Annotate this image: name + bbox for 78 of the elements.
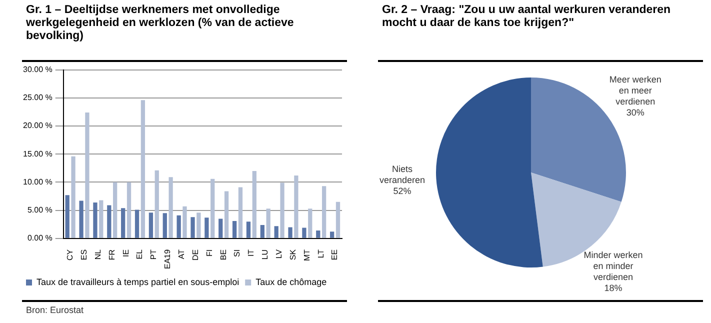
y-tick-label: 25.00 % bbox=[22, 93, 52, 102]
bar bbox=[154, 170, 159, 238]
bar bbox=[85, 112, 90, 238]
bar bbox=[252, 170, 256, 238]
bar bbox=[140, 100, 146, 238]
x-tick-label: EA19 bbox=[163, 248, 172, 270]
bar bbox=[280, 182, 284, 238]
x-tick-label: NL bbox=[93, 248, 102, 260]
bar bbox=[246, 222, 251, 238]
text: Bron: Eurostat bbox=[26, 305, 84, 315]
data-label: 18% bbox=[604, 282, 622, 293]
bar bbox=[238, 187, 243, 238]
x-tick-label: ES bbox=[79, 249, 88, 260]
bar bbox=[266, 208, 270, 238]
bar bbox=[162, 213, 167, 238]
y-tick-label: 15.00 % bbox=[22, 149, 52, 158]
bar bbox=[308, 208, 312, 238]
x-tick-label: EL bbox=[135, 248, 144, 260]
x-tick-label: SI bbox=[232, 249, 242, 257]
bar bbox=[224, 191, 229, 238]
bar bbox=[176, 215, 181, 238]
x-tick-label: IT bbox=[246, 249, 256, 257]
bar bbox=[274, 226, 278, 238]
bar bbox=[232, 221, 237, 238]
bar bbox=[218, 218, 223, 238]
bar bbox=[126, 182, 132, 238]
slice-label: Meer werken en meer verdienen bbox=[609, 74, 662, 107]
bar bbox=[107, 205, 112, 238]
bar bbox=[196, 212, 201, 238]
y-tick-label: 10.00 % bbox=[22, 177, 52, 186]
bar bbox=[113, 182, 118, 238]
bar bbox=[168, 177, 173, 238]
y-tick-label: 20.00 % bbox=[22, 121, 52, 130]
x-tick-label: SK bbox=[288, 248, 298, 260]
x-tick-label: AT bbox=[176, 249, 186, 260]
chart-title: Gr. 2 – Vraag: "Zou u uw aantal werkuren veranderen mocht u daar de kans toe krijgen?" bbox=[382, 4, 672, 30]
bar bbox=[79, 200, 84, 238]
x-tick-label: FR bbox=[107, 249, 116, 260]
x-tick-label: EE bbox=[330, 249, 340, 260]
data-label: 52% bbox=[393, 186, 412, 196]
bar bbox=[210, 178, 215, 238]
bar bbox=[134, 210, 140, 238]
x-tick-label: MT bbox=[302, 249, 312, 261]
legend-label: Taux de chômage bbox=[256, 276, 327, 287]
bar bbox=[294, 175, 298, 238]
bar bbox=[93, 202, 98, 238]
bar bbox=[99, 200, 104, 238]
bar bbox=[336, 202, 340, 238]
bar bbox=[302, 228, 306, 238]
data-label: 30% bbox=[626, 108, 644, 118]
x-tick-label: LU bbox=[260, 249, 270, 260]
slice-label: Niets veranderen bbox=[379, 164, 426, 186]
y-tick-label: 0.00 % bbox=[27, 234, 52, 243]
bar bbox=[182, 206, 187, 238]
chart-title: Gr. 1 – Deeltijdse werknemers met onvolledige werkgelegenheid en werklozen (% van de actieve bevolking) bbox=[26, 4, 295, 43]
bar bbox=[121, 208, 126, 238]
x-tick-label: PT bbox=[149, 249, 158, 260]
x-tick-label: DE bbox=[190, 249, 200, 261]
legend-label: Taux de travailleurs à temps partiel en sous-emploi bbox=[36, 276, 240, 287]
bar bbox=[316, 230, 320, 238]
bar bbox=[65, 195, 70, 238]
bar bbox=[260, 224, 264, 238]
slice-label: Minder werken en minder verdienen bbox=[584, 250, 643, 282]
bar bbox=[288, 227, 292, 238]
bar bbox=[204, 218, 209, 238]
x-tick-label: LV bbox=[274, 248, 284, 259]
bar bbox=[190, 217, 195, 238]
y-tick-label: 30.00 % bbox=[22, 65, 52, 74]
bar bbox=[330, 232, 334, 238]
x-tick-label: FI bbox=[204, 249, 214, 257]
x-tick-label: BE bbox=[218, 249, 228, 260]
bar bbox=[322, 186, 326, 238]
x-tick-label: LT bbox=[316, 249, 326, 258]
x-tick-label: CY bbox=[66, 248, 75, 261]
bar bbox=[71, 156, 76, 238]
bar bbox=[148, 212, 154, 238]
y-tick-label: 5.00 % bbox=[27, 206, 52, 215]
x-tick-label: IE bbox=[121, 249, 130, 257]
